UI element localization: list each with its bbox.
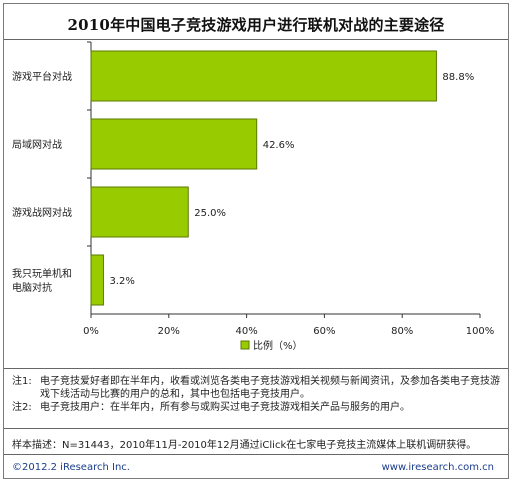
x-tick-label: 20%: [158, 326, 180, 337]
bar: [90, 186, 189, 238]
bar: [90, 254, 104, 306]
x-tick-label: 80%: [391, 326, 413, 337]
website: www.iresearch.com.cn: [381, 462, 494, 473]
notes-divider: [4, 368, 508, 369]
x-tick-label: 40%: [235, 326, 257, 337]
data-label: 3.2%: [109, 276, 134, 287]
bar-chart: 0% 20% 40% 60% 80% 100% 88.8% 游戏平台对战 42.6% 局域网对战 2…: [12, 41, 495, 352]
x-tick-label: 60%: [313, 326, 335, 337]
x-tick-label: 0%: [83, 326, 99, 337]
note-2: 注2: 电子竞技用户：在半年内，所有参与或购买过电子竞技游戏相关产品与服务的用户…: [12, 401, 502, 414]
bar: [90, 50, 437, 102]
legend-label: 比例（%）: [253, 339, 303, 352]
note-2-tag: 注2:: [12, 402, 32, 413]
data-label: 42.6%: [263, 140, 295, 151]
legend-swatch: [240, 340, 250, 350]
note-1: 注1: 电子竞技爱好者即在半年内，收看或浏览各类电子竞技游戏相关视频与新闻资讯，…: [12, 375, 502, 401]
chart-title: 2010年中国电子竞技游戏用户进行联机对战的主要途径: [67, 16, 445, 34]
data-label: 88.8%: [442, 72, 474, 83]
x-tick-label: 100%: [466, 326, 495, 337]
sample-description: 样本描述：N=31443，2010年11月-2010年12月通过iClick在七…: [12, 440, 477, 451]
category-label: 游戏平台对战: [12, 70, 72, 83]
chart-frame: 2010年中国电子竞技游戏用户进行联机对战的主要途径 0% 20% 40% 60% 80…: [3, 3, 509, 479]
title-divider: [4, 39, 508, 40]
category-label: 我只玩单机和电脑对抗: [12, 267, 72, 294]
category-label: 局域网对战: [12, 138, 62, 151]
notes: 注1: 电子竞技爱好者即在半年内，收看或浏览各类电子竞技游戏相关视频与新闻资讯，…: [12, 375, 502, 414]
bar: [90, 118, 258, 170]
footer-divider: [4, 454, 508, 455]
note-1-text: 电子竞技爱好者即在半年内，收看或浏览各类电子竞技游戏相关视频与新闻资讯，及参加各…: [40, 376, 500, 400]
note-2-text: 电子竞技用户：在半年内，所有参与或购买过电子竞技游戏相关产品与服务的用户。: [40, 402, 410, 413]
copyright: ©2012.2 iResearch Inc.: [12, 462, 130, 473]
sample-divider: [4, 428, 508, 429]
note-1-tag: 注1:: [12, 376, 32, 387]
category-label: 游戏战网对战: [12, 206, 72, 219]
data-label: 25.0%: [194, 208, 226, 219]
